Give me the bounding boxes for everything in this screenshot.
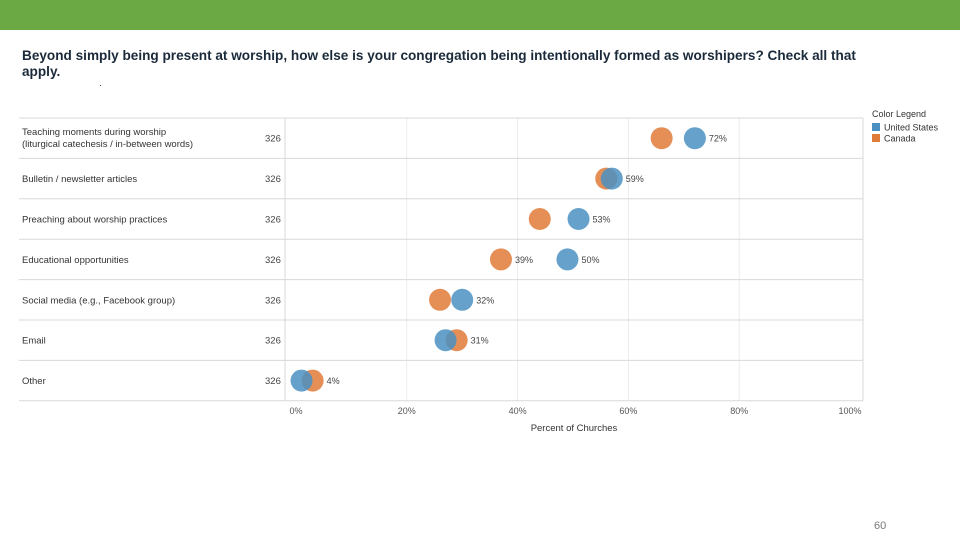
legend-swatch <box>872 134 880 142</box>
united-states-dot <box>451 288 474 311</box>
page-number: 60 <box>874 520 887 532</box>
united-states-data-label: 59% <box>626 174 644 184</box>
canada-dot <box>528 208 551 230</box>
row-label: Teaching moments during worship (liturgic… <box>22 127 193 150</box>
x-axis: 0% 20% 40% 60% 80% 100% <box>289 406 861 416</box>
row-label: Bulletin / newsletter articles <box>22 174 137 185</box>
canada-dot <box>650 127 673 150</box>
legend-label: Canada <box>884 134 916 144</box>
legend-label: United States <box>884 123 939 133</box>
row-label: Email <box>22 336 46 347</box>
canada-dot <box>489 248 512 271</box>
united-states-data-label: 53% <box>593 215 611 225</box>
legend-title: Color Legend <box>872 109 926 119</box>
stray-mark: · <box>99 80 102 90</box>
x-tick-label: 60% <box>619 406 637 416</box>
united-states-dot <box>567 208 590 230</box>
canada-dot <box>429 288 452 311</box>
dot-plot-chart: Teaching moments during worship (liturgic… <box>19 109 939 434</box>
united-states-data-label: 50% <box>581 255 599 265</box>
row-count: 326 <box>265 174 281 185</box>
united-states-dot <box>600 167 623 190</box>
row-count: 326 <box>265 215 281 226</box>
canada-data-label: 39% <box>515 255 533 265</box>
row-count: 326 <box>265 134 281 145</box>
row-label: Social media (e.g., Facebook group) <box>22 295 175 306</box>
x-tick-label: 100% <box>838 406 861 416</box>
row-count: 326 <box>265 336 281 347</box>
united-states-dot <box>290 369 313 392</box>
row-label: Preaching about worship practices <box>22 215 167 226</box>
united-states-dot <box>683 127 706 150</box>
grid-layer <box>19 117 864 402</box>
top-banner <box>0 0 960 30</box>
rows-layer: Teaching moments during worship (liturgic… <box>22 127 281 387</box>
row-label: Other <box>22 376 46 387</box>
slide-title: Beyond simply being present at worship, … <box>22 48 856 79</box>
x-tick-label: 40% <box>509 406 527 416</box>
x-tick-label: 80% <box>730 406 748 416</box>
dots-layer: 72% 59% 53% 50% 39% 32% 31% 4% <box>290 127 727 392</box>
united-states-data-label: 31% <box>471 336 489 346</box>
row-count: 326 <box>265 295 281 306</box>
row-count: 326 <box>265 376 281 387</box>
row-count: 326 <box>265 255 281 266</box>
row-label: Educational opportunities <box>22 255 129 266</box>
united-states-data-label: 32% <box>476 295 494 305</box>
united-states-dot <box>556 248 579 271</box>
canada-data-label: 4% <box>327 376 340 386</box>
x-tick-label: 0% <box>289 406 302 416</box>
united-states-dot <box>434 329 457 352</box>
united-states-data-label: 72% <box>709 134 727 144</box>
legend-swatch <box>872 123 880 131</box>
x-tick-label: 20% <box>398 406 416 416</box>
x-axis-title: Percent of Churches <box>531 423 618 434</box>
